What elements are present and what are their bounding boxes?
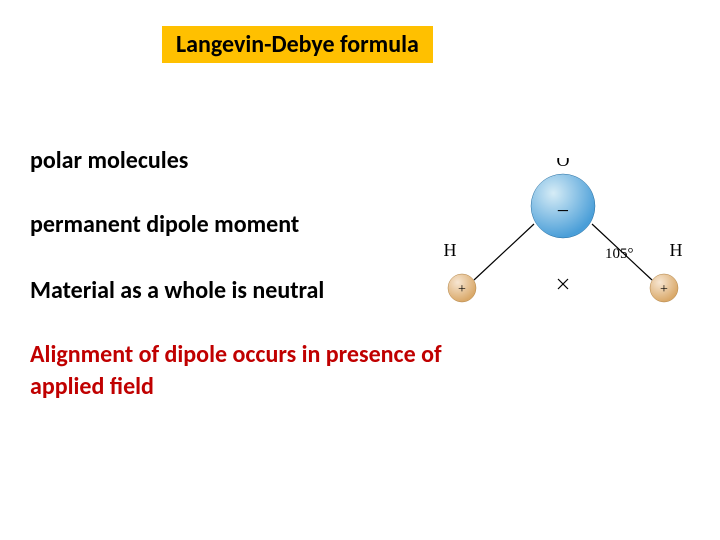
svg-text:H: H: [670, 240, 683, 260]
water-molecule-diagram: O − + H + H 105°: [430, 158, 696, 318]
svg-text:+: +: [660, 282, 668, 297]
svg-text:105°: 105°: [605, 246, 634, 262]
text-line-4: applied field: [30, 372, 154, 401]
title-box: Langevin-Debye formula: [162, 26, 433, 63]
svg-text:O: O: [557, 158, 570, 170]
text-line-2: Material as a whole is neutral: [30, 276, 324, 305]
text-line-0: polar molecules: [30, 146, 188, 175]
text-line-3: Alignment of dipole occurs in presence o…: [30, 340, 442, 369]
svg-text:−: −: [557, 198, 569, 223]
molecule-svg: O − + H + H 105°: [430, 158, 696, 318]
title-text: Langevin-Debye formula: [176, 30, 419, 59]
text-line-1: permanent dipole moment: [30, 210, 299, 239]
svg-text:H: H: [444, 240, 457, 260]
svg-text:+: +: [458, 282, 466, 297]
